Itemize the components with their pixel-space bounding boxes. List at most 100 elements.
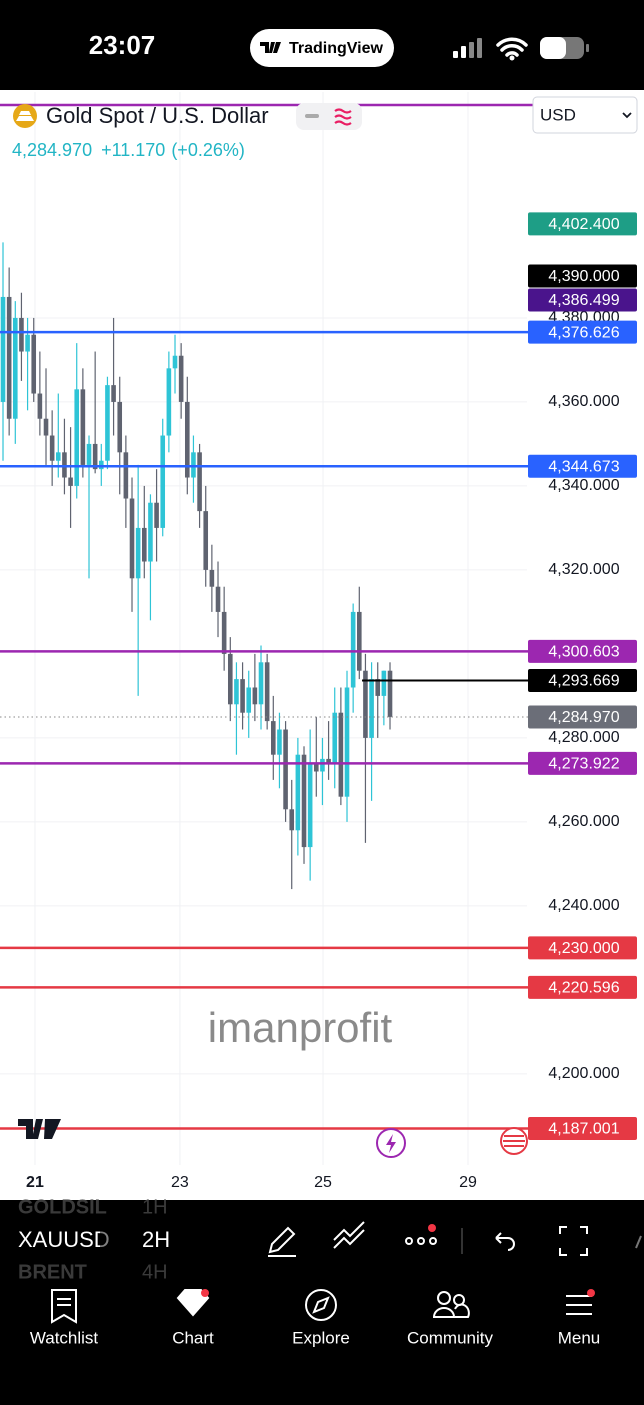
currency-select[interactable] <box>532 96 638 134</box>
candle-body <box>49 435 55 461</box>
wifi <box>496 37 528 57</box>
y-tick-label: 4,280.000 <box>548 729 619 746</box>
candle-body <box>295 754 301 831</box>
symbol-icon-bars <box>16 111 34 121</box>
candle <box>369 662 374 801</box>
candle <box>49 410 55 486</box>
candle-body <box>117 401 123 453</box>
candle <box>301 746 307 864</box>
battery-tip <box>586 44 589 52</box>
candle <box>43 368 49 465</box>
candle-body <box>37 393 43 419</box>
app-name: TradingView <box>289 40 384 57</box>
nav-chart[interactable]: Chart <box>172 1289 214 1347</box>
draw-tool[interactable] <box>268 1226 296 1257</box>
candle-body <box>160 435 166 528</box>
candle-body <box>68 477 73 486</box>
candle-body <box>252 687 258 705</box>
candle-body <box>246 687 252 713</box>
price-tag <box>528 639 637 663</box>
nav-menu[interactable]: Menu <box>558 1289 601 1347</box>
price-tag-label: 4,344.673 <box>548 459 619 476</box>
candle <box>0 242 6 461</box>
candle <box>111 317 116 436</box>
badge <box>428 1224 436 1232</box>
candle <box>6 267 12 436</box>
candle <box>37 351 43 436</box>
candle <box>123 435 129 528</box>
candle-body <box>123 452 129 499</box>
nav-explore[interactable]: Explore <box>292 1289 350 1347</box>
ghost-interval: 1H <box>142 1196 168 1218</box>
candle-body <box>301 754 307 848</box>
candle <box>68 427 73 528</box>
price-tag <box>528 212 637 236</box>
candle <box>160 418 166 537</box>
fullscreen[interactable] <box>559 1226 588 1256</box>
candle-body <box>172 355 178 369</box>
price-tag <box>528 320 637 344</box>
candle <box>221 586 227 671</box>
explore-icon <box>305 1289 337 1321</box>
nav-watchlist[interactable]: Watchlist <box>30 1289 99 1347</box>
y-tick-label: 4,260.000 <box>548 813 619 830</box>
candle <box>332 687 338 789</box>
app-pill[interactable]: TradingView <box>250 29 394 67</box>
compass <box>312 1296 330 1314</box>
candle-body <box>215 586 221 612</box>
candle-body <box>227 653 233 705</box>
candle-body <box>270 721 276 755</box>
candle-body <box>344 687 350 797</box>
nav-label: Community <box>407 1328 493 1347</box>
price-tag-label: 4,273.922 <box>548 756 619 773</box>
badge <box>201 1289 209 1297</box>
candle <box>356 586 362 680</box>
candle-body <box>283 729 288 810</box>
candle-body <box>203 511 209 570</box>
y-tick-label: 4,360.000 <box>548 393 619 410</box>
candle-body <box>62 452 67 478</box>
candle-body <box>25 334 30 352</box>
nav-label: Chart <box>172 1328 214 1347</box>
candle-body <box>387 670 393 717</box>
ghost-interval: 4H <box>142 1261 168 1283</box>
candle-body <box>313 763 319 772</box>
candle-body <box>197 452 202 512</box>
trend-tool[interactable] <box>333 1221 365 1249</box>
nav-community[interactable]: Community <box>407 1291 493 1347</box>
candle-body <box>332 712 338 764</box>
signal <box>453 51 458 58</box>
candle-body <box>326 758 331 764</box>
undo[interactable] <box>495 1232 515 1251</box>
price-tag-label: 4,284.970 <box>548 709 619 726</box>
y-tick-label: 4,240.000 <box>548 897 619 914</box>
candle-body <box>191 452 196 478</box>
candle <box>92 351 98 474</box>
candle-body <box>55 452 61 461</box>
candle-body <box>148 502 153 562</box>
candle <box>62 418 67 495</box>
price-tag <box>528 454 637 478</box>
change-percent: (+0.26%) <box>171 140 245 160</box>
candle <box>246 670 252 738</box>
currency: USD <box>540 105 576 124</box>
ghost-symbol: BRENT <box>18 1261 87 1283</box>
candle-body <box>129 498 135 579</box>
price-tag-label: 4,376.626 <box>548 324 619 341</box>
candle <box>172 334 178 394</box>
candle <box>197 443 202 528</box>
interval-button[interactable]: 2H <box>142 1227 170 1252</box>
dot <box>405 1237 413 1245</box>
nav-label: Menu <box>558 1328 601 1347</box>
candle <box>283 721 288 822</box>
candle <box>129 477 135 612</box>
candle-body <box>369 679 374 738</box>
toggle-dash <box>305 114 319 118</box>
symbol-button[interactable]: XAUUSD <box>18 1227 110 1252</box>
price-tag-label: 4,230.000 <box>548 940 619 957</box>
more-tools[interactable] <box>405 1224 437 1245</box>
candle-body <box>356 611 362 671</box>
symbol-name[interactable]: Gold Spot / U.S. Dollar <box>46 103 269 128</box>
candle-body <box>86 443 92 465</box>
